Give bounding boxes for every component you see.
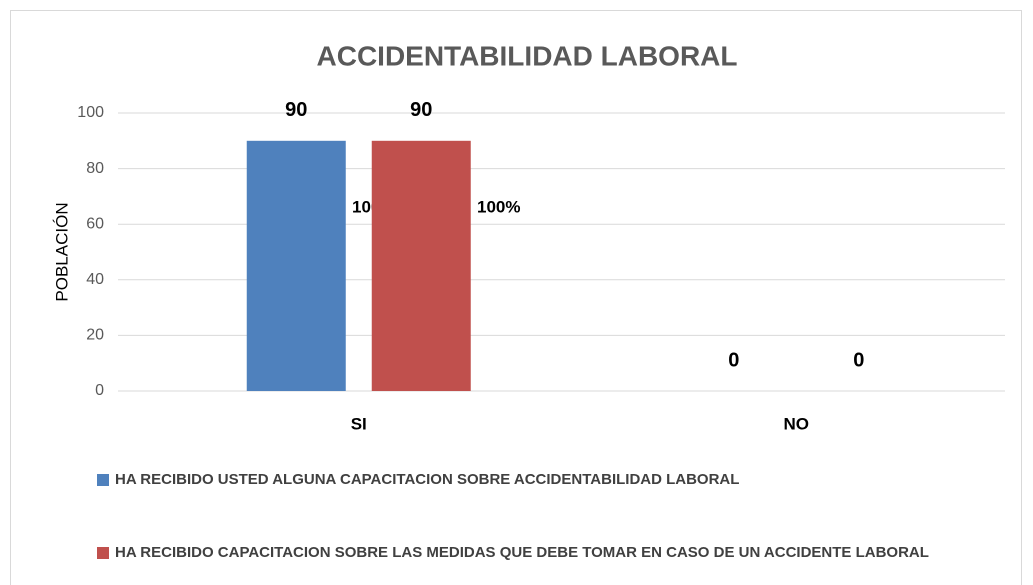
legend-item: HA RECIBIDO CAPACITACION SOBRE LAS MEDID…: [97, 542, 977, 564]
legend-swatch: [97, 474, 109, 486]
data-label: 0: [728, 349, 739, 371]
y-tick-label: 60: [86, 215, 104, 232]
x-tick-label: SI: [351, 414, 367, 433]
legend-label: HA RECIBIDO USTED ALGUNA CAPACITACION SO…: [115, 471, 740, 488]
y-tick-label: 100: [77, 104, 104, 121]
legend-item: HA RECIBIDO USTED ALGUNA CAPACITACION SO…: [97, 469, 977, 491]
data-label: 90: [410, 99, 432, 121]
y-tick-label: 40: [86, 271, 104, 288]
data-label: 0: [853, 349, 864, 371]
percent-label: 100%: [477, 197, 520, 216]
bar: [246, 140, 346, 391]
legend-swatch: [97, 547, 109, 559]
y-tick-label: 20: [86, 327, 104, 344]
y-tick-label: 0: [95, 382, 104, 399]
y-tick-label: 80: [86, 160, 104, 177]
y-axis-title: POBLACIÓN: [52, 202, 71, 301]
x-tick-label: NO: [784, 414, 810, 433]
bar: [371, 140, 471, 391]
data-label: 90: [285, 99, 307, 121]
legend-label: HA RECIBIDO CAPACITACION SOBRE LAS MEDID…: [115, 544, 929, 561]
chart-frame: [10, 10, 1022, 585]
chart-title: ACCIDENTABILIDAD LABORAL: [317, 40, 738, 71]
